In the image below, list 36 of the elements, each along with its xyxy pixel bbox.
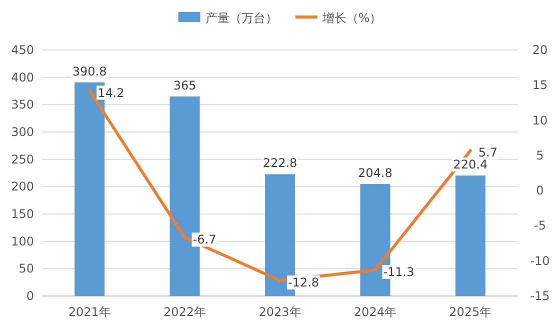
y-tick-label: 100 xyxy=(11,234,34,248)
y-tick-label: 50 xyxy=(18,262,34,276)
data-label: 220.4 xyxy=(453,158,488,172)
bar xyxy=(455,176,486,296)
data-label: 204.8 xyxy=(358,166,392,180)
x-tick-label: 2022年 xyxy=(164,305,206,319)
y-tick-label: 250 xyxy=(11,152,34,166)
y2-tick-label: 0 xyxy=(536,184,544,198)
y-tick-label: 150 xyxy=(11,207,34,221)
data-label: 390.8 xyxy=(72,64,107,78)
data-label: 5.7 xyxy=(478,146,498,160)
x-tick-label: 2025年 xyxy=(449,305,492,319)
data-label: 14.2 xyxy=(98,86,124,100)
y-tick-label: 350 xyxy=(11,98,34,112)
y2-tick-label: 15 xyxy=(532,78,548,92)
y2-tick-label: 5 xyxy=(536,148,544,162)
y2-tick-label: -10 xyxy=(530,254,550,268)
data-label: 222.8 xyxy=(262,156,298,170)
y-tick-label: 400 xyxy=(11,70,34,84)
y2-tick-label: 10 xyxy=(532,113,548,128)
legend-label: 增长（%） xyxy=(321,11,382,25)
data-label: 365 xyxy=(173,78,196,92)
y-tick-label: 200 xyxy=(11,180,34,194)
y2-tick-label: -15 xyxy=(530,289,550,303)
y2-tick-label: 20 xyxy=(532,43,548,57)
x-tick-label: 2024年 xyxy=(354,305,396,319)
y-tick-label: 0 xyxy=(26,289,34,303)
data-label: -11.3 xyxy=(383,264,414,279)
legend-label: 产量（万台） xyxy=(205,11,278,25)
data-label: -12.8 xyxy=(288,276,320,290)
data-label: -6.7 xyxy=(192,232,216,247)
y-tick-label: 300 xyxy=(11,125,34,139)
x-tick-label: 2023年 xyxy=(258,305,302,319)
y-tick-label: 450 xyxy=(11,43,34,57)
x-tick-label: 2021年 xyxy=(68,305,111,319)
y2-tick-label: -5 xyxy=(534,218,546,233)
